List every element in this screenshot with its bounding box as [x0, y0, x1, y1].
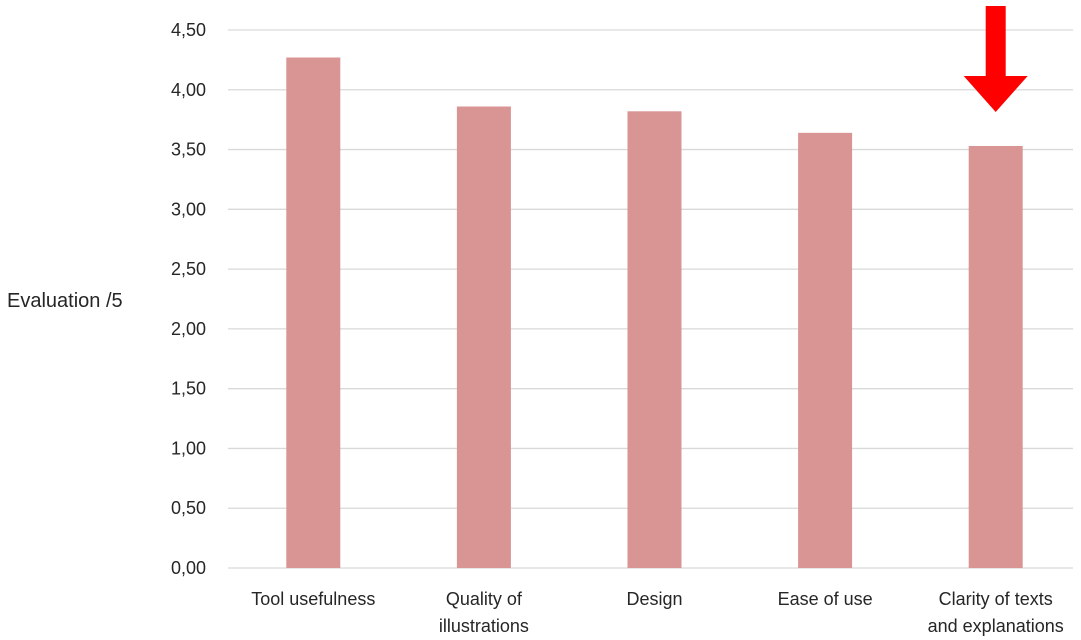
bar [627, 111, 682, 568]
y-tick-label: 2,50 [171, 259, 206, 279]
y-tick-label: 1,50 [171, 379, 206, 399]
bars [286, 57, 1023, 569]
y-tick-label: 0,50 [171, 498, 206, 518]
x-axis-categories: Tool usefulness Quality of illustrations De… [251, 589, 1063, 636]
y-tick-label: 4,50 [171, 20, 206, 40]
y-tick-label: 4,00 [171, 80, 206, 100]
bar [968, 145, 1023, 569]
x-category-label: Ease of use [778, 589, 873, 609]
y-axis-ticks: 0,00 0,50 1,00 1,50 2,00 2,50 3,00 3,50 4,00 4,50 [171, 20, 206, 578]
y-tick-label: 1,00 [171, 438, 206, 458]
bar [456, 106, 511, 568]
x-category-label: Design [626, 589, 682, 609]
down-arrow-icon [963, 6, 1028, 112]
y-tick-label: 3,50 [171, 140, 206, 160]
x-category-label: Quality of illustrations [439, 589, 529, 636]
highlight-marker [963, 6, 1028, 112]
bar [286, 57, 341, 569]
bar [798, 132, 853, 568]
y-tick-label: 2,00 [171, 319, 206, 339]
x-category-label: Tool usefulness [251, 589, 375, 609]
y-tick-label: 3,00 [171, 199, 206, 219]
y-tick-label: 0,00 [171, 558, 206, 578]
x-category-label: Clarity of texts and explanations [928, 589, 1064, 636]
y-axis-label: Evaluation /5 [7, 290, 123, 312]
